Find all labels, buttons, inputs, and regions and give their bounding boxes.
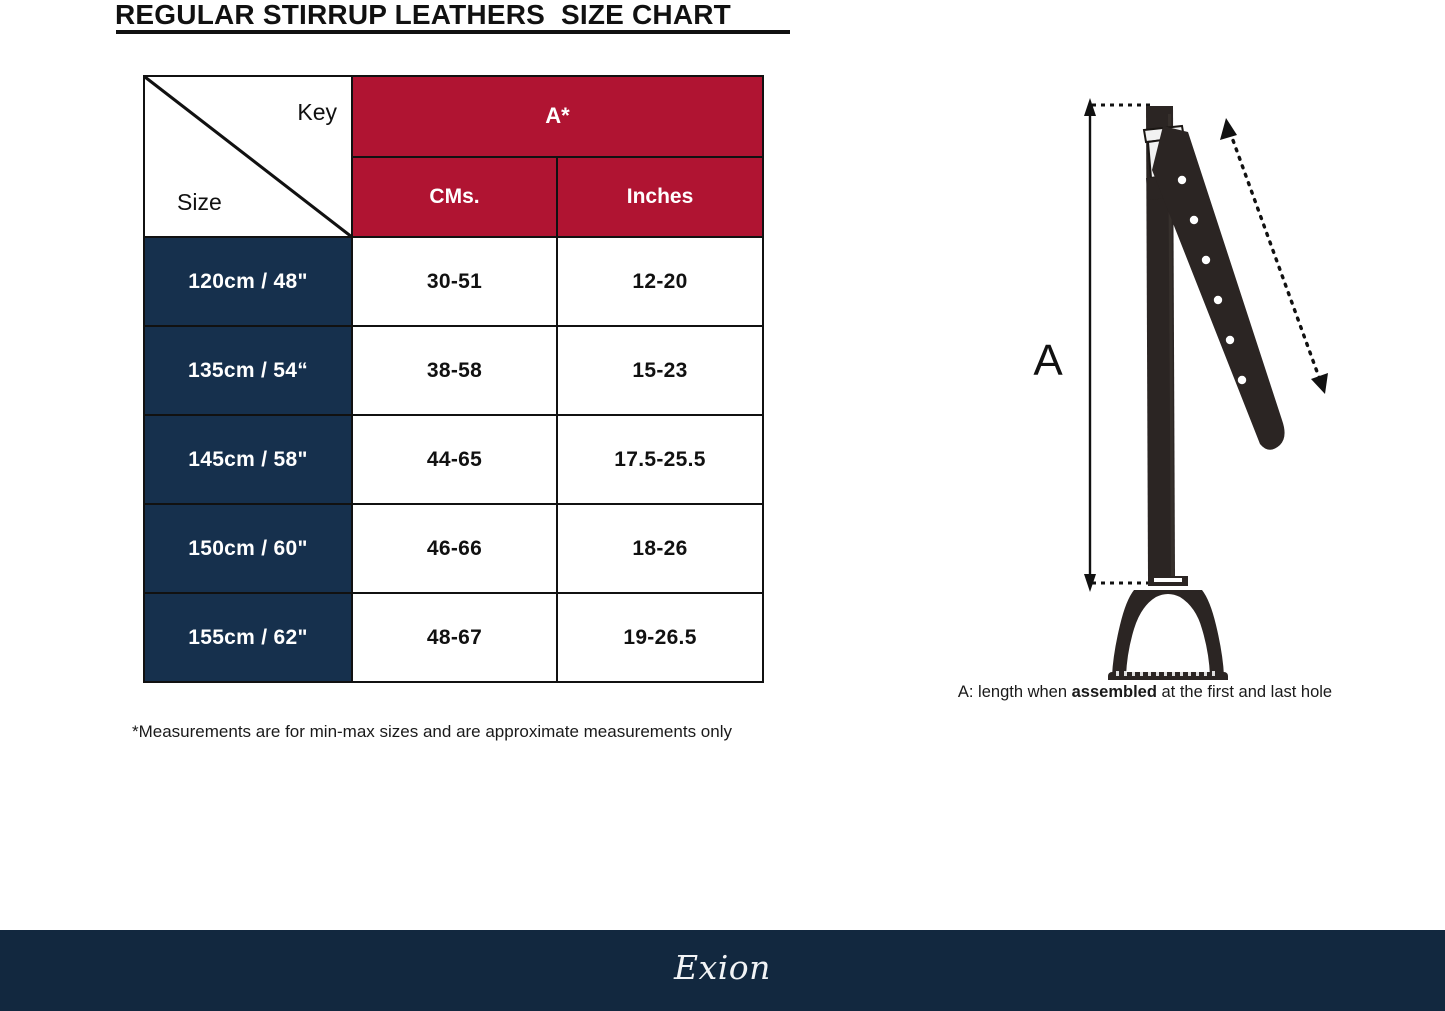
caption-suffix: at the first and last hole [1156, 683, 1333, 701]
table-row: 135cm / 54“ 38-58 15-23 [143, 325, 765, 417]
row-cms-value: 48-67 [351, 592, 558, 683]
table-row: 145cm / 58" 44-65 17.5-25.5 [143, 414, 765, 506]
stirrup-leather-diagram: A [930, 80, 1360, 680]
row-inches-value: 15-23 [555, 325, 765, 417]
stirrup-leather-illustration: A [1033, 98, 1328, 680]
row-size-label: 150cm / 60" [143, 503, 353, 594]
row-cms-value: 46-66 [351, 503, 558, 594]
corner-size-label: Size [177, 189, 222, 216]
footer-bar: Exion [0, 930, 1445, 1011]
corner-key-label: Key [297, 99, 337, 125]
row-cms-value: 44-65 [351, 414, 558, 506]
corner-key-size-cell: Key Size [143, 74, 353, 239]
row-size-label: 120cm / 48" [143, 236, 353, 328]
page-title: REGULAR STIRRUP LEATHERS SIZE CHART [115, 0, 731, 30]
brand-logo: Exion [674, 948, 771, 987]
row-cms-value: 38-58 [351, 325, 558, 417]
row-inches-value: 17.5-25.5 [555, 414, 765, 506]
title-underline [116, 30, 790, 34]
group-header-a: A* [350, 75, 765, 158]
row-size-label: 145cm / 58" [143, 414, 353, 506]
table-header-row-group: Key Size A* [143, 74, 765, 239]
column-header-inches: Inches [555, 155, 765, 239]
size-chart-table-container: Key Size A* CMs. Inches 120cm / 48" 30-5… [143, 74, 765, 683]
adjustment-range-arrow [1220, 118, 1328, 394]
row-size-label: 155cm / 62" [143, 592, 353, 683]
table-row: 155cm / 62" 48-67 19-26.5 [143, 592, 765, 683]
dimension-label-a: A [1033, 336, 1063, 385]
caption-prefix: A: length when [957, 683, 1072, 701]
measurements-footnote: *Measurements are for min-max sizes and … [132, 722, 732, 741]
column-header-cms: CMs. [351, 155, 558, 239]
caption-bold-word: assembled [1071, 683, 1157, 701]
table-header-row-units: CMs. Inches [144, 155, 765, 239]
stirrup-iron-icon [1108, 576, 1228, 680]
size-chart-table: Key Size A* CMs. Inches 120cm / 48" 30-5… [143, 74, 765, 683]
row-inches-value: 12-20 [555, 236, 765, 328]
leather-strap-back [1146, 106, 1175, 580]
table-row: 150cm / 60" 46-66 18-26 [143, 503, 765, 594]
leather-strap-billet [1152, 126, 1285, 450]
diagram-caption: A: length when assembled at the first an… [935, 683, 1355, 702]
row-cms-value: 30-51 [351, 236, 558, 328]
table-row: 120cm / 48" 30-51 12-20 [143, 236, 765, 328]
row-size-label: 135cm / 54“ [143, 325, 353, 417]
dimension-line-a [1084, 98, 1158, 592]
row-inches-value: 18-26 [555, 503, 765, 594]
row-inches-value: 19-26.5 [555, 592, 765, 683]
